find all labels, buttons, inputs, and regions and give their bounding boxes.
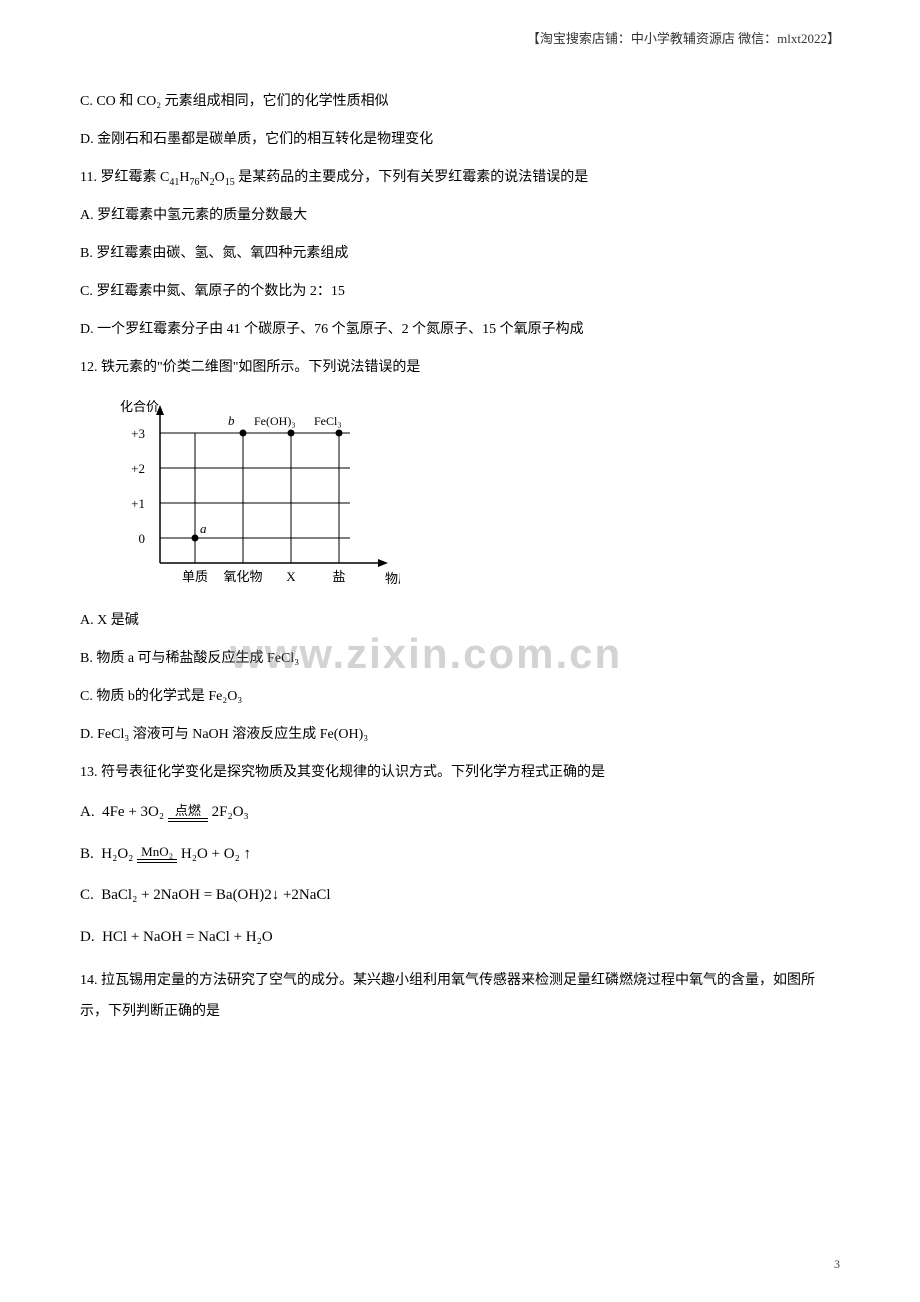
q13-stem: 13. 符号表征化学变化是探究物质及其变化规律的认识方式。下列化学方程式正确的是 [80, 761, 840, 785]
q13-option-d: D. HCl + NaOH = NaCl + H₂O [80, 925, 840, 951]
q11-stem-a: 11. 罗红霉素 C [80, 170, 169, 185]
valence-chart: +3 +2 +1 0 a b Fe(OH)₃ Fe [100, 393, 400, 593]
q13b-right: H₂O + O₂ ↑ [181, 846, 251, 862]
q11-option-c: C. 罗红霉素中氮、氧原子的个数比为 2：15 [80, 280, 840, 304]
header-note: 【淘宝搜索店铺：中小学教辅资源店 微信：mlxt2022】 [527, 28, 840, 47]
q14-stem: 14. 拉瓦锡用定量的方法研究了空气的成分。某兴趣小组利用氧气传感器来检测足量红… [80, 966, 840, 1028]
xtick-x: X [286, 569, 296, 584]
q12-stem: 12. 铁元素的"价类二维图"如图所示。下列说法错误的是 [80, 356, 840, 380]
q13a-left: 4Fe + 3O₂ [102, 804, 164, 820]
xtick-salt: 盐 [332, 569, 345, 584]
ytick-2: +2 [131, 461, 145, 476]
q12-option-a: A. X 是碱 [80, 609, 840, 633]
q13-option-c: C. BaCl₂ + 2NaOH = Ba(OH)2↓ +2NaCl [80, 883, 840, 909]
page-number: 3 [834, 1257, 840, 1272]
ytick-1: +1 [131, 496, 145, 511]
q13b-cond: MnO₂ [137, 845, 177, 858]
q13b-left: H₂O₂ [101, 846, 133, 862]
q11-option-b: B. 罗红霉素由碳、氢、氮、氧四种元素组成 [80, 242, 840, 266]
q13-option-b: B. H₂O₂ MnO₂ H₂O + O₂ ↑ [80, 842, 840, 868]
xtick-danzhi: 单质 [182, 569, 208, 584]
chart-svg: +3 +2 +1 0 a b Fe(OH)₃ Fe [100, 393, 400, 593]
q11-option-a: A. 罗红霉素中氢元素的质量分数最大 [80, 204, 840, 228]
sub-15: 15 [225, 176, 235, 187]
page-content: C. CO 和 CO₂ 元素组成相同，它们的化学性质相似 D. 金刚石和石墨都是… [80, 90, 840, 1028]
y-axis-label: 化合价 [120, 399, 159, 414]
prior-option-c: C. CO 和 CO₂ 元素组成相同，它们的化学性质相似 [80, 90, 840, 114]
point-b-label: b [228, 413, 235, 428]
ytick-0: 0 [139, 531, 146, 546]
fecl3-label: FeCl₃ [314, 414, 342, 428]
prior-option-d: D. 金刚石和石墨都是碳单质，它们的相互转化是物理变化 [80, 128, 840, 152]
q11-option-d: D. 一个罗红霉素分子由 41 个碳原子、76 个氢原子、2 个氮原子、15 个… [80, 318, 840, 342]
q11-stem-b: 是某药品的主要成分，下列有关罗红霉素的说法错误的是 [235, 170, 589, 185]
q13a-cond: 点燃 [168, 804, 208, 817]
h-label: H [179, 170, 189, 185]
feoh3-label: Fe(OH)₃ [254, 414, 296, 428]
q13a-right: 2F₂O₃ [212, 804, 249, 820]
sub-76: 76 [189, 176, 199, 187]
xtick-oxide: 氧化物 [223, 569, 262, 584]
n-label: N [199, 170, 209, 185]
q11-stem: 11. 罗红霉素 C41H76N2O15 是某药品的主要成分，下列有关罗红霉素的… [80, 166, 840, 191]
q13c-eq: BaCl₂ + 2NaOH = Ba(OH)2↓ +2NaCl [101, 887, 330, 903]
sub-41: 41 [169, 176, 179, 187]
q12-option-d: D. FeCl₃ 溶液可与 NaOH 溶液反应生成 Fe(OH)₃ [80, 723, 840, 747]
q13-option-a: A. 4Fe + 3O₂ 点燃 2F₂O₃ [80, 800, 840, 826]
q12-option-b: B. 物质 a 可与稀盐酸反应生成 FeCl₃ [80, 647, 840, 671]
point-a-label: a [200, 521, 207, 536]
q12-option-c: C. 物质 b的化学式是 Fe₂O₃ [80, 685, 840, 709]
q13d-eq: HCl + NaOH = NaCl + H₂O [102, 929, 273, 945]
x-axis-label: 物质类别 [385, 571, 400, 586]
ytick-3: +3 [131, 426, 145, 441]
o-label: O [215, 170, 225, 185]
